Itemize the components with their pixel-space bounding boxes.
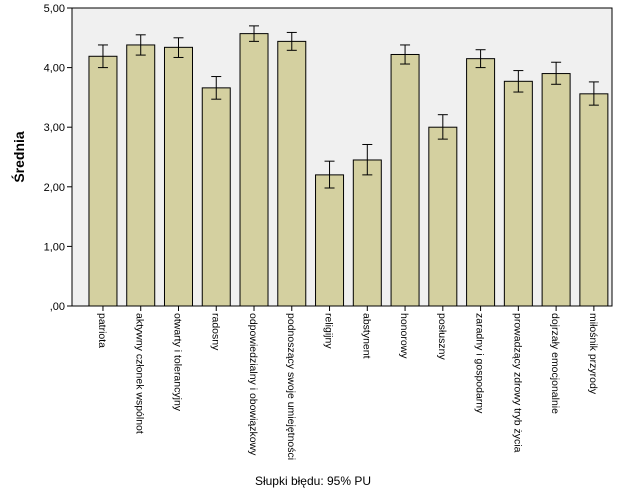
x-tick-label: posłuszny — [436, 313, 448, 360]
x-tick-label: honorowy — [398, 313, 410, 359]
bar-chart: Średnia ,00 1,00 2,00 3,00 4,00 5,00 patriota… — [10, 3, 613, 460]
x-tick-label: zaradny i gospodarny — [474, 313, 486, 414]
error-bar — [211, 76, 222, 100]
bar — [503, 80, 533, 307]
error-bar — [551, 61, 562, 85]
error-bars — [97, 25, 599, 189]
bar — [277, 40, 307, 307]
x-tick-label: radosny — [209, 313, 221, 351]
y-tick-label: 3,00 — [44, 122, 65, 134]
y-tick-label: 2,00 — [44, 182, 65, 194]
bar — [201, 87, 231, 307]
x-tick-label: patriota — [96, 313, 108, 348]
error-bar — [400, 44, 411, 65]
y-tick-label: 4,00 — [44, 63, 65, 75]
x-tick-label: miłośnik przyrody — [587, 313, 599, 395]
error-bar — [513, 70, 524, 93]
bar — [428, 126, 458, 307]
x-tick-label: dojrzały emocjonalnie — [549, 313, 561, 414]
y-axis: ,00 1,00 2,00 3,00 4,00 5,00 — [44, 3, 72, 313]
bar — [163, 46, 193, 307]
bar — [88, 55, 118, 307]
x-tick-label: abstynent — [360, 313, 372, 359]
x-tick-label: aktywny członek wspólnot — [134, 313, 146, 434]
error-bar — [286, 31, 297, 51]
error-bar — [324, 160, 335, 189]
bar — [352, 159, 382, 307]
y-axis-label: Średnia — [10, 131, 27, 183]
bar — [126, 44, 156, 307]
bar — [579, 93, 609, 307]
bar — [390, 53, 420, 307]
error-bar — [588, 81, 599, 106]
bar — [466, 58, 496, 307]
y-tick-label: ,00 — [50, 301, 65, 313]
error-bar — [135, 34, 146, 56]
x-tick-label: otwarty i tolerancyjny — [171, 313, 183, 412]
x-tick-label: odpowiedzialny i obowiązkowy — [247, 313, 259, 456]
error-bar — [97, 44, 108, 69]
y-tick-label: 5,00 — [44, 3, 65, 15]
error-bar-footnote: Słupki błędu: 95% PU — [254, 474, 372, 488]
x-axis: patriota aktywny członek wspólnot otwarty … — [96, 306, 599, 460]
error-bar — [475, 49, 486, 69]
error-bar — [437, 114, 448, 140]
x-tick-label: prowadzący zdrowy tryb życia — [511, 313, 523, 453]
error-bar — [173, 37, 184, 58]
bar — [239, 33, 269, 307]
bar — [315, 174, 345, 307]
error-bar — [249, 25, 260, 42]
x-tick-label: podnoszący swoje umiejętności — [285, 313, 297, 460]
x-tick-label: religijny — [323, 313, 335, 349]
error-bar — [362, 143, 373, 176]
y-tick-label: 1,00 — [44, 241, 65, 253]
bar — [541, 73, 571, 307]
